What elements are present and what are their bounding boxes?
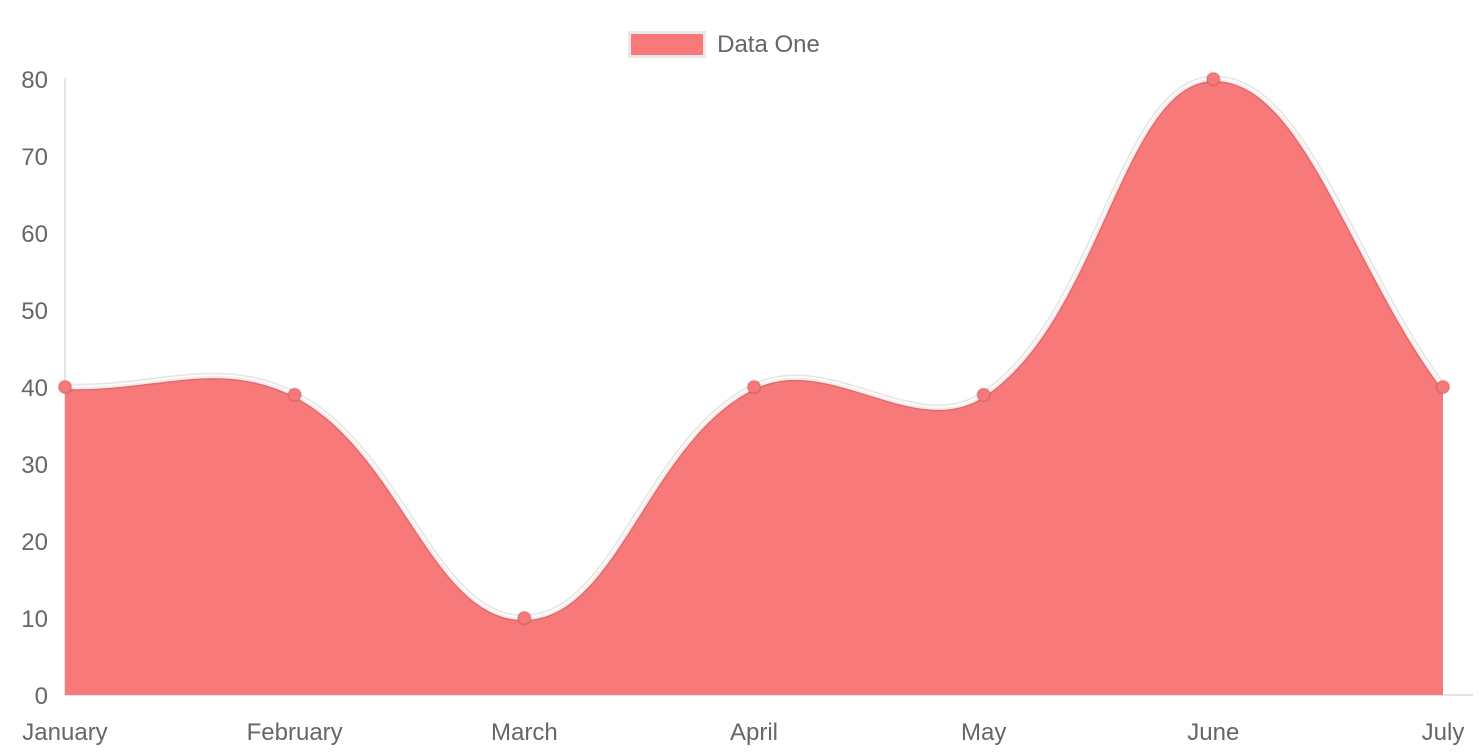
y-tick-label: 70 [21,144,48,171]
y-tick-label: 50 [21,298,48,325]
x-tick-label: June [1187,719,1239,746]
area-fill [65,78,1443,695]
data-point-july[interactable] [1435,379,1451,395]
y-tick-label: 80 [21,67,48,94]
y-tick-label: 30 [21,452,48,479]
data-point-june[interactable] [1205,71,1221,87]
x-tick-label: April [730,719,778,746]
data-point-february[interactable] [287,387,303,403]
y-tick-label: 0 [35,683,48,710]
x-tick-label: January [22,719,107,746]
x-tick-label: February [247,719,343,746]
data-point-april[interactable] [746,379,762,395]
y-tick-label: 10 [21,606,48,633]
legend-item-data-one[interactable]: Data One [628,31,820,58]
legend: Data One [0,31,1484,58]
legend-label: Data One [717,31,820,58]
data-point-january[interactable] [57,379,73,395]
line-stroke [64,76,1445,621]
data-point-march[interactable] [516,610,532,626]
y-tick-label: 40 [21,375,48,402]
data-point-may[interactable] [976,387,992,403]
x-tick-label: March [491,719,558,746]
y-tick-label: 60 [21,221,48,248]
x-tick-label: July [1422,719,1465,746]
legend-swatch [628,31,707,58]
x-tick-label: May [961,719,1006,746]
y-tick-label: 20 [21,529,48,556]
